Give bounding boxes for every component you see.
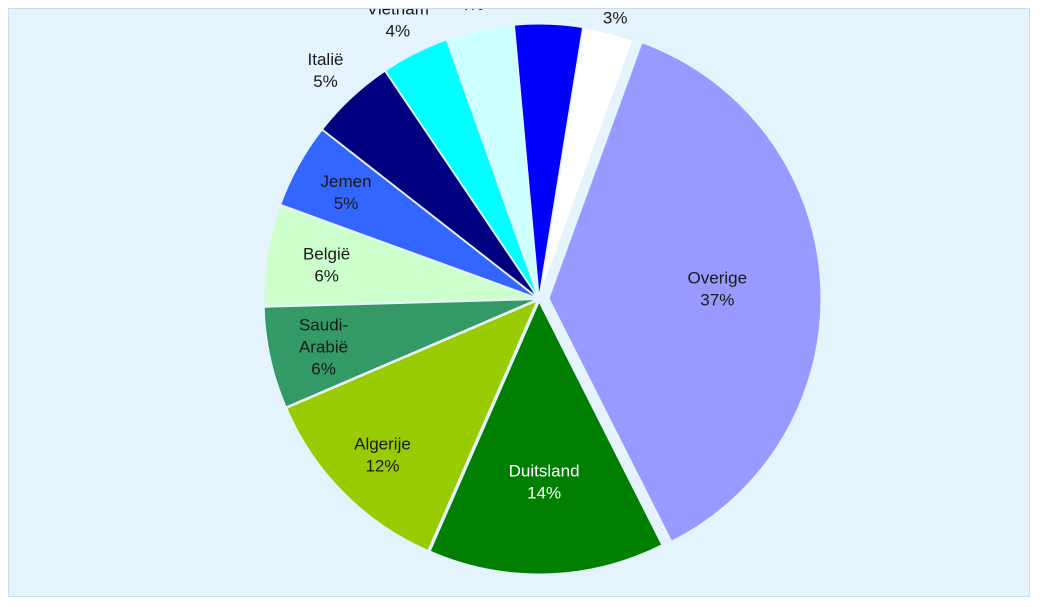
pie-label-name-3: Arabië — [299, 337, 348, 356]
pie-label-name-0: Overige — [688, 268, 748, 287]
pie-slice-algerije — [286, 300, 538, 552]
pie-slice-overige — [548, 42, 822, 542]
pie-chart: Overige 37% Duitsland 14% Algerije 12% Saudi- A… — [263, 9, 822, 575]
pie-slice-saudi — [263, 299, 537, 408]
pie-label-value-7: 4% — [386, 22, 411, 41]
pie-labels: Overige 37% Duitsland 14% Algerije 12% Saudi- A… — [299, 9, 747, 502]
pie-slice-duitsland — [429, 300, 663, 575]
pie-label-name-5: Jemen — [321, 172, 372, 191]
pie-label-name-1: Duitsland — [509, 461, 580, 480]
pie-label-name-2: Algerije — [354, 434, 411, 453]
pie-label-value-2: 12% — [365, 456, 399, 475]
pie-label-value-10: 3% — [603, 9, 628, 28]
pie-label-value-6: 5% — [313, 72, 338, 91]
pie-slice-jemen — [280, 129, 537, 299]
pie-label-value-5: 5% — [334, 194, 359, 213]
pie-slice-filippijnen — [539, 27, 634, 297]
pie-label-name-7: Vietnam — [367, 9, 429, 19]
pie-label-value-3: 6% — [311, 359, 336, 378]
pie-slice-itali — [321, 70, 538, 298]
pie-label-value-4: 6% — [314, 267, 339, 286]
pie-slices — [263, 23, 822, 575]
pie-slice-spanje — [446, 24, 539, 297]
pie-slice-pakistan — [513, 23, 584, 297]
pie-label-name-6: Italië — [308, 50, 344, 69]
pie-label-value-1: 14% — [527, 483, 561, 502]
pie-label-value-0: 37% — [700, 290, 734, 309]
pie-slice-vietnam — [384, 39, 539, 297]
pie-label-name-3: Saudi- — [299, 315, 348, 334]
pie-slice-belgi — [263, 204, 537, 307]
chart-frame: Overige 37% Duitsland 14% Algerije 12% Saudi- A… — [8, 8, 1030, 597]
pie-label-value-8: 4% — [459, 9, 484, 14]
pie-label-name-4: België — [303, 245, 350, 264]
pie-label-value-9: 4% — [537, 9, 562, 13]
